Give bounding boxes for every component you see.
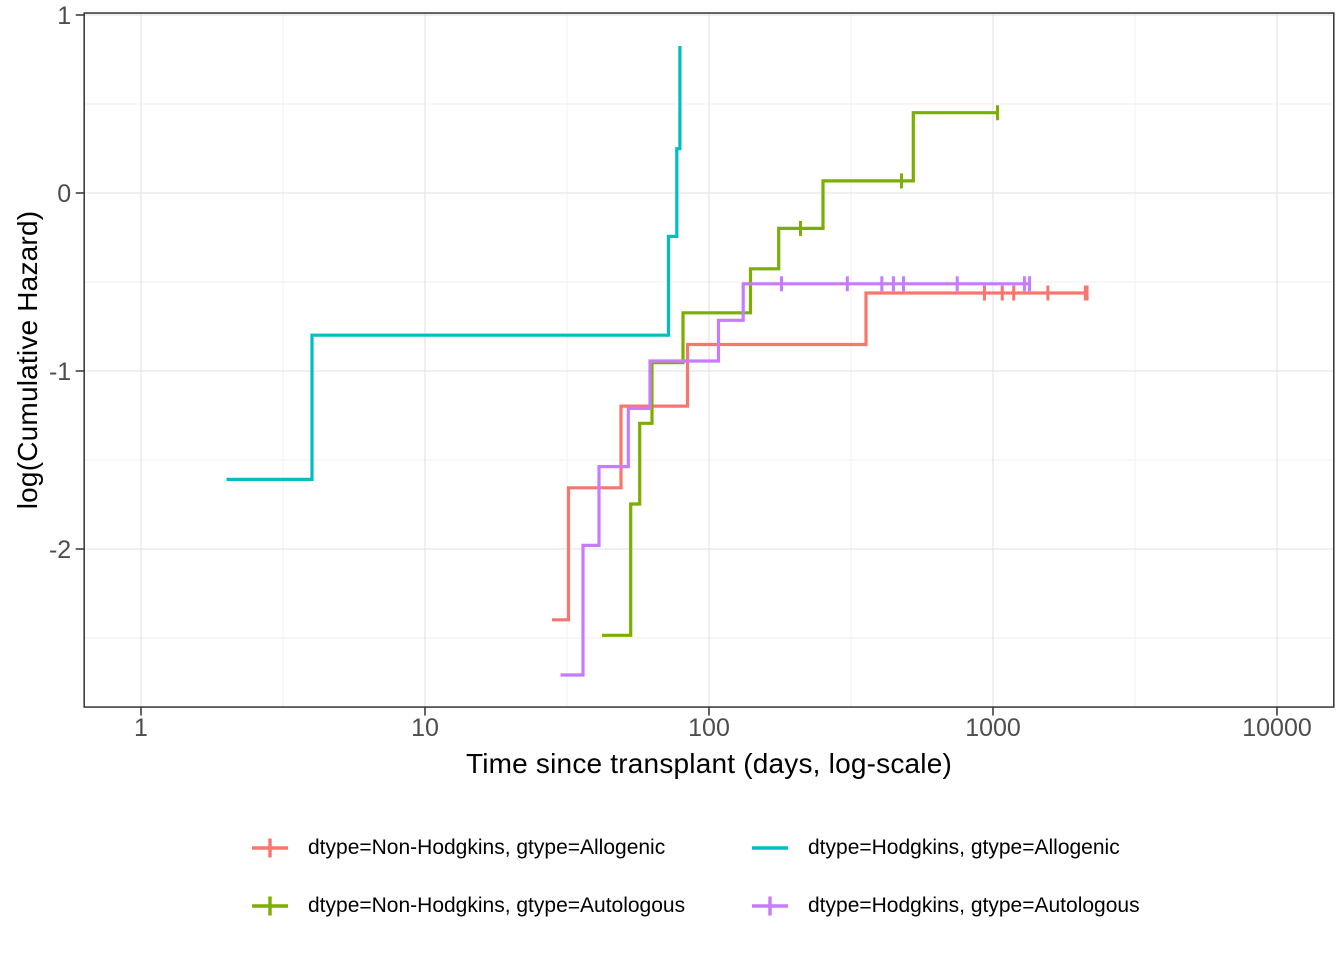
x-tick-label: 100 xyxy=(688,714,730,742)
series-line-4 xyxy=(560,282,1030,677)
y-tick-label: -1 xyxy=(49,358,71,386)
panel-border xyxy=(83,12,1335,708)
y-tick-label: 1 xyxy=(57,2,71,30)
y-axis-title: log(Cumulative Hazard) xyxy=(12,210,43,510)
series-line-3 xyxy=(602,111,998,637)
x-tick-label: 10000 xyxy=(1242,714,1312,742)
x-tick-label: 1000 xyxy=(965,714,1021,742)
y-tick-label: 0 xyxy=(57,180,71,208)
x-tick-label: 1 xyxy=(134,714,148,742)
series-line-2 xyxy=(226,46,682,481)
x-tick-label: 10 xyxy=(411,714,439,742)
series-line-1 xyxy=(552,291,1088,622)
x-axis-title: Time since transplant (days, log-scale) xyxy=(465,748,953,779)
y-tick-label: -2 xyxy=(49,536,71,564)
